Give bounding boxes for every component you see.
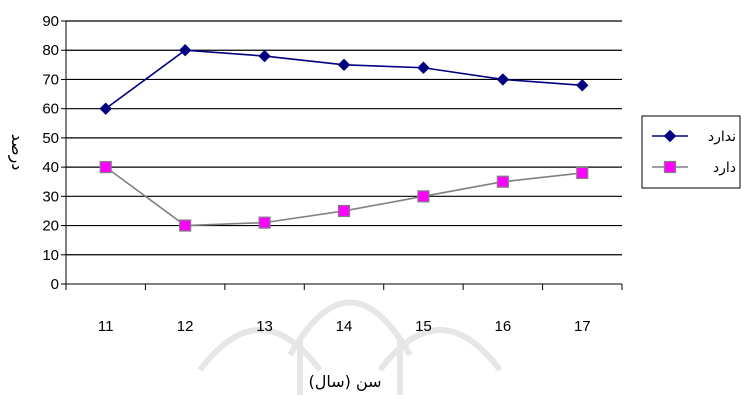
data-point xyxy=(179,219,192,232)
legend-label: ندارد xyxy=(708,129,736,145)
x-tick-label: 17 xyxy=(574,318,591,335)
x-tick-label: 16 xyxy=(495,318,512,335)
gridlines xyxy=(66,20,622,256)
y-tick-label: 90 xyxy=(42,13,59,30)
data-point xyxy=(576,166,589,180)
series-1 xyxy=(99,44,589,115)
x-tick-label: 15 xyxy=(415,318,432,335)
series-layer xyxy=(99,44,589,232)
data-point xyxy=(258,49,271,63)
y-tick-label: 30 xyxy=(42,188,59,205)
y-tick-label: 60 xyxy=(42,101,59,118)
x-axis-ticks: 11 12 13 14 15 16 17 xyxy=(65,284,623,335)
legend: ندارد دارد xyxy=(641,115,741,189)
legend-marker xyxy=(663,160,677,174)
series-2 xyxy=(99,161,589,232)
y-tick-label: 40 xyxy=(42,159,59,176)
x-tick-label: 12 xyxy=(177,318,194,335)
data-point xyxy=(337,58,351,72)
y-tick-label: 20 xyxy=(42,218,59,235)
y-axis-ticks: 0 10 20 30 40 50 60 70 80 90 xyxy=(42,13,66,293)
y-tick-label: 70 xyxy=(42,71,59,88)
legend-label: دارد xyxy=(713,160,736,176)
y-tick-label: 10 xyxy=(42,247,59,264)
data-point xyxy=(417,190,430,203)
y-tick-label: 0 xyxy=(51,276,59,293)
y-tick-label: 80 xyxy=(42,42,59,59)
data-point xyxy=(496,73,510,86)
legend-marker xyxy=(663,129,677,143)
legend-box xyxy=(641,115,741,189)
data-point xyxy=(337,204,351,218)
data-point xyxy=(258,216,271,229)
x-tick-label: 13 xyxy=(256,318,273,335)
data-point xyxy=(496,175,509,188)
x-tick-label: 11 xyxy=(98,318,114,335)
arch-logo-watermark-icon xyxy=(197,299,503,395)
x-tick-label: 14 xyxy=(336,318,353,335)
data-point xyxy=(178,44,192,57)
data-point xyxy=(99,161,112,174)
x-axis-title: سن (سال) xyxy=(308,372,381,392)
data-point xyxy=(576,79,589,92)
y-axis-title: درصد xyxy=(7,134,27,171)
y-tick-label: 50 xyxy=(42,130,59,147)
data-point xyxy=(99,102,112,115)
data-point xyxy=(417,61,430,74)
